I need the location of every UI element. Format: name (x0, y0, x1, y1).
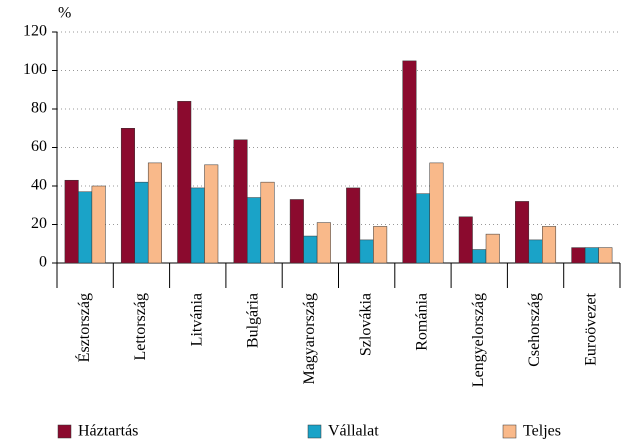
legend-label: Háztartás (78, 423, 138, 440)
bar (571, 247, 586, 264)
bar (584, 247, 599, 264)
bar (204, 164, 219, 264)
x-tick-label: Magyarország (301, 293, 318, 385)
bar (458, 216, 473, 264)
bar (598, 247, 613, 264)
x-tick-label: Euroövezet (583, 292, 600, 365)
y-tick-label: 100 (23, 61, 47, 78)
x-tick-label: Románia (414, 293, 431, 351)
bar (485, 233, 500, 264)
y-tick-label: 60 (31, 138, 47, 155)
legend-label: Teljes (523, 423, 561, 440)
bar (190, 187, 205, 264)
bar (91, 185, 106, 264)
bar (177, 101, 192, 264)
bar (289, 199, 304, 264)
bar (247, 197, 262, 264)
y-tick-label: 0 (39, 254, 47, 271)
x-tick-label: Litvánia (188, 293, 205, 346)
bar (120, 128, 135, 264)
bar (542, 226, 557, 264)
bar (134, 181, 149, 264)
bar (373, 226, 388, 264)
y-tick-label: 40 (31, 177, 47, 194)
x-tick-label: Lettország (132, 293, 149, 361)
bar (472, 249, 487, 264)
bar (233, 139, 248, 264)
x-tick-label: Szlovákia (357, 293, 374, 356)
legend-swatch (502, 424, 517, 439)
y-tick-label: 20 (31, 215, 47, 232)
bar (303, 235, 318, 264)
bar (260, 181, 275, 264)
bar (316, 222, 331, 264)
bar (359, 239, 374, 264)
bar (429, 162, 444, 264)
bar (78, 191, 93, 264)
x-tick-label: Csehország (526, 293, 543, 367)
bar (415, 193, 430, 264)
bar (64, 179, 79, 264)
bar (515, 201, 530, 264)
y-tick-label: 80 (31, 100, 47, 117)
bar (346, 187, 361, 264)
legend-swatch (307, 424, 322, 439)
legend-swatch (57, 424, 72, 439)
x-tick-label: Bulgária (245, 293, 262, 348)
y-tick-label: 120 (23, 23, 47, 40)
bar (402, 60, 417, 264)
x-tick-label: Lengyelország (470, 293, 487, 387)
x-tick-label: Észtország (74, 293, 93, 362)
y-unit: % (58, 5, 71, 22)
bar (147, 162, 162, 264)
legend-label: Vállalat (328, 423, 379, 440)
bar (528, 239, 543, 264)
